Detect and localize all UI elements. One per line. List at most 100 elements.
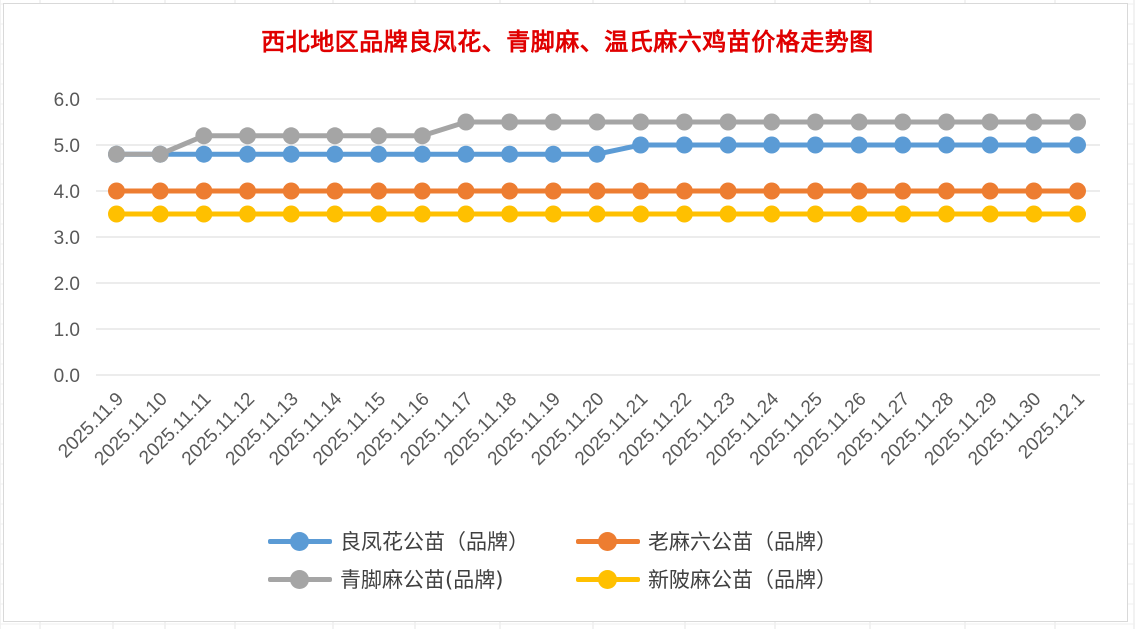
data-point[interactable] [1025,205,1043,223]
data-point[interactable] [501,205,519,223]
data-point[interactable] [501,182,519,200]
data-point[interactable] [850,113,868,131]
data-point[interactable] [239,182,257,200]
data-point[interactable] [282,182,300,200]
data-point[interactable] [894,205,912,223]
data-point[interactable] [413,182,431,200]
data-point[interactable] [195,145,213,163]
data-point[interactable] [501,113,519,131]
data-point[interactable] [588,145,606,163]
data-point[interactable] [675,136,693,154]
legend-item[interactable]: 良凤花公苗（品牌） [268,526,576,556]
legend-item[interactable]: 老麻六公苗（品牌） [576,526,876,556]
data-point[interactable] [981,136,999,154]
data-point[interactable] [195,127,213,145]
data-point[interactable] [457,205,475,223]
data-point[interactable] [806,205,824,223]
data-point[interactable] [239,205,257,223]
data-point[interactable] [195,205,213,223]
data-point[interactable] [850,182,868,200]
y-tick-label: 5.0 [54,136,80,157]
data-point[interactable] [501,145,519,163]
data-point[interactable] [457,182,475,200]
data-point[interactable] [763,205,781,223]
data-point[interactable] [457,113,475,131]
data-point[interactable] [632,136,650,154]
data-point[interactable] [370,145,388,163]
data-point[interactable] [108,205,125,223]
data-point[interactable] [981,205,999,223]
data-point[interactable] [850,136,868,154]
data-point[interactable] [632,205,650,223]
data-point[interactable] [326,145,344,163]
data-point[interactable] [937,205,955,223]
chart-area[interactable] [3,3,1128,622]
data-point[interactable] [937,113,955,131]
data-point[interactable] [239,145,257,163]
data-point[interactable] [1069,182,1086,200]
data-point[interactable] [763,182,781,200]
y-tick-label: 6.0 [54,90,80,111]
data-point[interactable] [151,205,169,223]
chart-title: 西北地区品牌良凤花、青脚麻、温氏麻六鸡苗价格走势图 [261,27,874,56]
data-point[interactable] [675,113,693,131]
data-point[interactable] [108,145,125,163]
data-point[interactable] [370,182,388,200]
data-point[interactable] [1069,113,1086,131]
data-point[interactable] [588,182,606,200]
data-point[interactable] [282,205,300,223]
data-point[interactable] [544,145,562,163]
data-point[interactable] [937,136,955,154]
data-point[interactable] [282,127,300,145]
data-point[interactable] [806,113,824,131]
legend-item[interactable]: 新陂麻公苗（品牌） [576,564,876,594]
data-point[interactable] [413,127,431,145]
data-point[interactable] [151,145,169,163]
data-point[interactable] [632,113,650,131]
data-point[interactable] [413,145,431,163]
legend-item[interactable]: 青脚麻公苗(品牌) [268,564,576,594]
data-point[interactable] [719,136,737,154]
data-point[interactable] [894,113,912,131]
data-point[interactable] [588,113,606,131]
data-point[interactable] [108,182,125,200]
data-point[interactable] [850,205,868,223]
data-point[interactable] [1069,205,1086,223]
data-point[interactable] [1069,136,1086,154]
data-point[interactable] [544,113,562,131]
data-point[interactable] [719,182,737,200]
data-point[interactable] [544,205,562,223]
data-point[interactable] [719,205,737,223]
data-point[interactable] [763,136,781,154]
data-point[interactable] [457,145,475,163]
data-point[interactable] [806,136,824,154]
data-point[interactable] [1025,136,1043,154]
data-point[interactable] [239,127,257,145]
data-point[interactable] [632,182,650,200]
data-point[interactable] [894,182,912,200]
data-point[interactable] [894,136,912,154]
data-point[interactable] [326,205,344,223]
data-point[interactable] [719,113,737,131]
data-point[interactable] [981,113,999,131]
data-point[interactable] [282,145,300,163]
data-point[interactable] [370,127,388,145]
data-point[interactable] [326,182,344,200]
data-point[interactable] [763,113,781,131]
data-point[interactable] [370,205,388,223]
data-point[interactable] [151,182,169,200]
data-point[interactable] [195,182,213,200]
data-point[interactable] [588,205,606,223]
legend-label: 青脚麻公苗(品牌) [340,568,504,592]
data-point[interactable] [413,205,431,223]
data-point[interactable] [937,182,955,200]
data-point[interactable] [1025,182,1043,200]
legend-marker-icon [576,531,640,551]
data-point[interactable] [326,127,344,145]
data-point[interactable] [544,182,562,200]
data-point[interactable] [675,182,693,200]
data-point[interactable] [1025,113,1043,131]
data-point[interactable] [675,205,693,223]
data-point[interactable] [981,182,999,200]
data-point[interactable] [806,182,824,200]
